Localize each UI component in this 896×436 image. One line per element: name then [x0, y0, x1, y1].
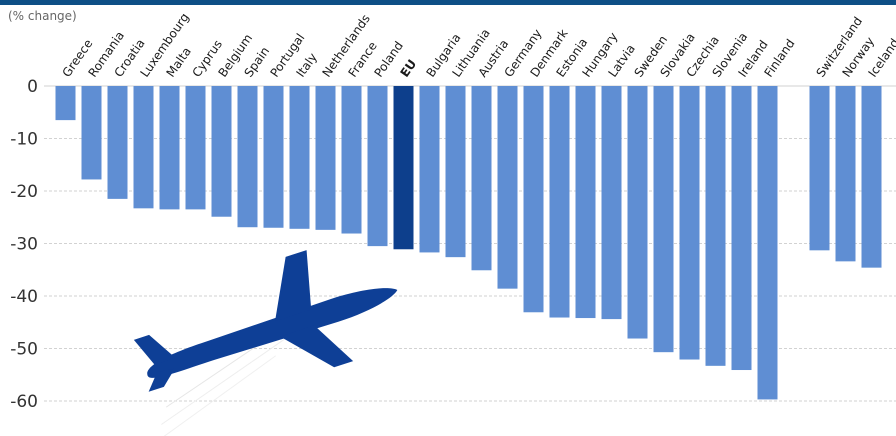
bar-lithuania: [445, 86, 466, 258]
bar-eu: [393, 86, 414, 250]
category-label: EU: [397, 57, 419, 80]
bar-finland: [757, 86, 778, 400]
bar-hungary: [575, 86, 596, 319]
y-tick-label: -40: [10, 287, 38, 307]
y-tick-label: -20: [10, 182, 38, 202]
category-label: Italy: [293, 50, 319, 79]
bar-luxembourg: [133, 86, 154, 209]
bar-czechia: [679, 86, 700, 360]
bar-iceland: [861, 86, 882, 268]
bar-cyprus: [185, 86, 206, 210]
y-tick-label: -10: [10, 130, 38, 150]
bar-malta: [159, 86, 180, 210]
bar-portugal: [263, 86, 284, 228]
bar-croatia: [107, 86, 128, 199]
bar-denmark: [523, 86, 544, 313]
y-tick-labels: 0 -10 -20 -30 -40 -50 -60: [10, 77, 38, 412]
top-accent-bar: [0, 0, 896, 5]
bars: [55, 86, 882, 400]
airplane-icon: [133, 250, 398, 436]
y-tick-label: -30: [10, 235, 38, 255]
bar-norway: [835, 86, 856, 262]
bar-estonia: [549, 86, 570, 318]
bar-slovakia: [653, 86, 674, 353]
bar-italy: [289, 86, 310, 229]
bar-ireland: [731, 86, 752, 371]
bar-bulgaria: [419, 86, 440, 253]
bar-spain: [237, 86, 258, 228]
bar-switzerland: [809, 86, 830, 251]
bar-netherlands: [315, 86, 336, 230]
bar-greece: [55, 86, 76, 121]
bar-romania: [81, 86, 102, 180]
y-tick-label: 0: [27, 77, 38, 97]
y-axis-unit-label: (% change): [8, 9, 77, 23]
category-labels: GreeceRomaniaCroatiaLuxembourgMaltaCypru…: [59, 10, 896, 79]
bar-latvia: [601, 86, 622, 320]
bar-belgium: [211, 86, 232, 217]
y-tick-label: -60: [10, 392, 38, 412]
bar-poland: [367, 86, 388, 247]
bar-austria: [471, 86, 492, 271]
bar-germany: [497, 86, 518, 289]
bar-france: [341, 86, 362, 234]
bar-slovenia: [705, 86, 726, 366]
y-tick-label: -50: [10, 340, 38, 360]
bar-sweden: [627, 86, 648, 339]
